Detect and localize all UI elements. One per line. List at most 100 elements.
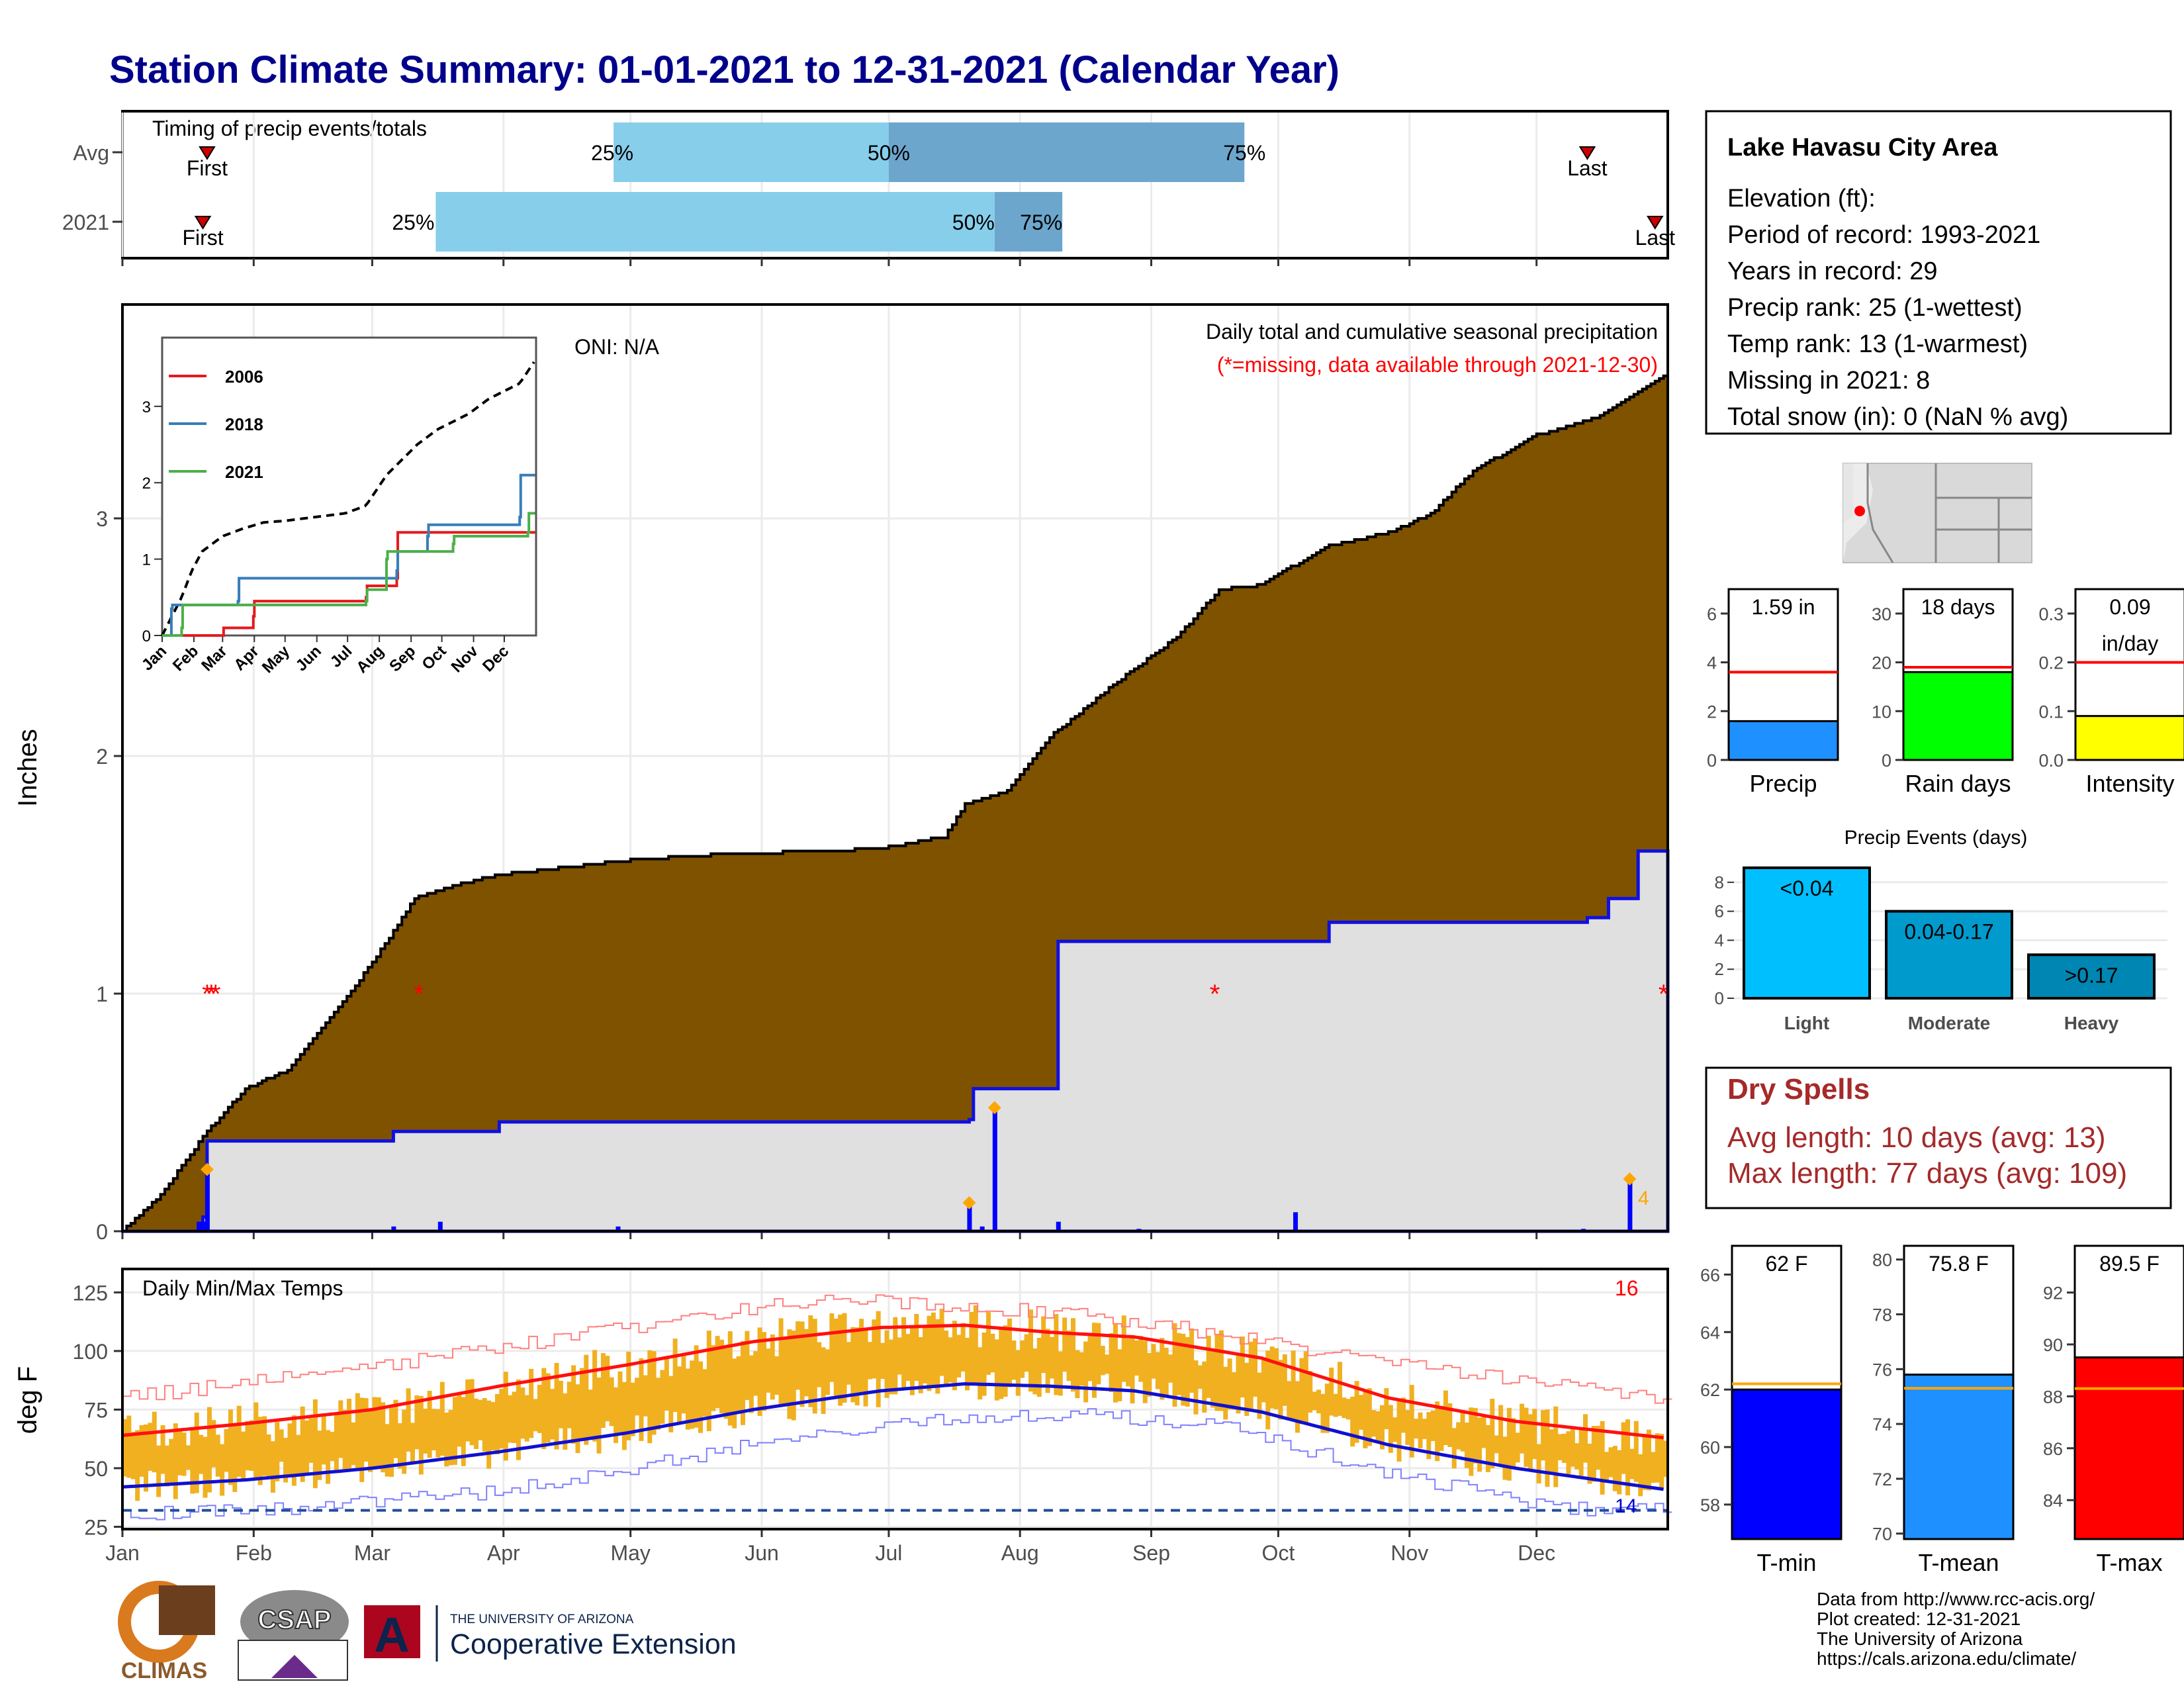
temp-daily-bar	[846, 1342, 851, 1385]
temp-daily-bar	[381, 1402, 386, 1473]
temp-daily-bar	[164, 1445, 169, 1487]
temp-count-low: 14	[1615, 1495, 1637, 1517]
temp-daily-bar	[1197, 1365, 1203, 1389]
temp-daily-bar	[1515, 1432, 1520, 1463]
temp-daily-bar	[1345, 1399, 1351, 1420]
gauge-value-text: 0.09	[2109, 595, 2150, 619]
temp-daily-bar	[791, 1330, 796, 1421]
temp-daily-bar	[1147, 1352, 1152, 1397]
timing-first-marker	[199, 146, 216, 160]
station-location-marker	[1854, 506, 1865, 516]
events-y-tick-label: 0	[1715, 988, 1724, 1008]
inset-y-tick-label: 2	[142, 475, 151, 492]
gauge-y-tick-label: 20	[1872, 653, 1891, 673]
inset-series-line	[162, 473, 535, 637]
temp-daily-bar	[1253, 1338, 1258, 1397]
timing-bar-50-75	[994, 192, 1063, 252]
temp-daily-bar	[1015, 1350, 1021, 1396]
temp-daily-bar	[326, 1430, 331, 1484]
temp-daily-bar	[799, 1321, 805, 1407]
timing-p25-label: 25%	[392, 211, 434, 234]
precip-daily-marker	[962, 1196, 976, 1209]
credit-line: https://cals.arizona.edu/climate/	[1817, 1648, 2076, 1669]
precip-missing-marker: *	[414, 980, 424, 1009]
temp-daily-bar	[672, 1338, 678, 1412]
temp-daily-bar	[1168, 1354, 1173, 1383]
temp-daily-bar	[643, 1375, 648, 1417]
temp-daily-bar	[600, 1353, 606, 1428]
temp-daily-bar	[1506, 1407, 1512, 1481]
temp-daily-bar	[821, 1347, 826, 1414]
temp-daily-bar	[1608, 1447, 1614, 1477]
temp-daily-bar	[1041, 1316, 1046, 1374]
temp-daily-bar	[533, 1399, 538, 1432]
inset-avg-line	[161, 361, 535, 636]
temp-daily-bar	[152, 1411, 157, 1473]
temp-daily-bar	[1210, 1352, 1216, 1408]
temp-daily-bar	[444, 1412, 449, 1467]
temp-daily-bar	[774, 1356, 780, 1395]
temp-daily-bar	[1003, 1325, 1008, 1397]
gauge-y-tick-label: 92	[2043, 1284, 2063, 1303]
temp-daily-bar	[1379, 1405, 1385, 1450]
station-line: Period of record: 1993-2021	[1727, 221, 2040, 249]
temp-daily-bar	[257, 1417, 263, 1485]
precip-y-tick-label: 2	[96, 745, 108, 769]
temp-daily-bar	[1617, 1450, 1622, 1495]
temp-daily-bar	[867, 1342, 872, 1380]
gauge-label: T-mean	[1918, 1549, 1999, 1576]
temp-daily-bar	[1083, 1341, 1089, 1403]
gauge-value-text: 1.59 in	[1751, 595, 1815, 619]
temp-daily-bar	[1451, 1428, 1457, 1469]
temp-daily-bar	[1036, 1337, 1042, 1397]
temp-daily-bar	[432, 1409, 436, 1450]
temp-daily-bar	[1655, 1433, 1660, 1483]
temp-daily-bar	[312, 1399, 318, 1489]
timing-last-marker	[1578, 146, 1596, 160]
temp-daily-bar	[1541, 1410, 1546, 1461]
temp-daily-bar	[190, 1430, 195, 1494]
temp-daily-bar	[1121, 1315, 1126, 1382]
precip-daily-marker	[987, 1101, 1001, 1115]
temp-daily-bar	[1265, 1350, 1271, 1430]
temp-daily-bar	[469, 1379, 475, 1446]
temp-daily-bar	[1367, 1388, 1372, 1446]
temp-daily-bar	[635, 1378, 640, 1416]
temp-daily-bar	[427, 1391, 432, 1458]
dry-spells-box: Dry Spells Avg length: 10 days (avg: 13)…	[1705, 1066, 2172, 1209]
temp-daily-bar	[143, 1424, 148, 1492]
gauge-y-tick-label: 10	[1872, 702, 1891, 722]
temp-daily-bar	[448, 1409, 453, 1466]
temp-daily-bar	[690, 1360, 695, 1429]
dry-spells-max: Max length: 77 days (avg: 109)	[1727, 1157, 2127, 1190]
gauge-y-tick-label: 0.1	[2038, 702, 2064, 722]
temp-daily-bar	[1024, 1334, 1029, 1372]
station-line: Total snow (in): 0 (NaN % avg)	[1727, 403, 2068, 431]
events-y-tick-label: 6	[1715, 902, 1724, 921]
temp-daily-bar	[1020, 1340, 1025, 1378]
temp-daily-bar	[1079, 1352, 1084, 1386]
precip-2021-cumulative-area	[122, 849, 1670, 1233]
temp-daily-bar	[1663, 1440, 1668, 1477]
temp-daily-bar	[660, 1370, 665, 1424]
temp-daily-bar	[220, 1444, 225, 1496]
temp-daily-bar	[317, 1430, 322, 1480]
temp-daily-bar	[1511, 1418, 1516, 1469]
temp-daily-bar	[418, 1395, 424, 1475]
temp-daily-bar	[727, 1331, 733, 1426]
temp-daily-bar	[617, 1371, 623, 1434]
temp-daily-bar	[647, 1350, 653, 1444]
gauge-y-tick-label: 72	[1872, 1470, 1892, 1489]
temp-normal-max-line	[122, 1323, 1664, 1440]
temp-daily-bar	[956, 1335, 962, 1378]
temp-daily-bar	[978, 1347, 983, 1400]
temp-daily-bar	[1058, 1351, 1063, 1396]
temp-ylabel: deg F	[13, 1366, 42, 1434]
temp-daily-bar	[1371, 1410, 1377, 1437]
temp-daily-bar	[1295, 1381, 1300, 1433]
temp-daily-bar	[952, 1321, 957, 1391]
temp-daily-bar	[1384, 1388, 1389, 1430]
temp-daily-bar	[677, 1366, 682, 1423]
temp-daily-bar	[1591, 1426, 1596, 1482]
